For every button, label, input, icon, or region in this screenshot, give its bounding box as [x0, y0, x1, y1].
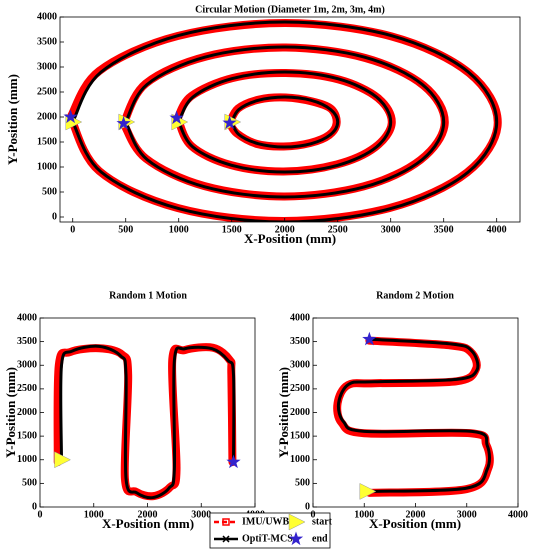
end-marker: [169, 110, 184, 125]
y-axis-label: Y-Position (mm): [3, 367, 18, 458]
end-marker: [222, 115, 237, 130]
y-tick-label: 4000: [290, 312, 310, 323]
start-marker: [54, 451, 72, 469]
x-tick-label: 2000: [138, 509, 158, 520]
y-tick-label: 0: [52, 211, 57, 222]
x-tick-label: 0: [311, 509, 316, 520]
y-tick-label: 500: [22, 478, 37, 489]
x-tick-label: 3000: [381, 224, 401, 235]
x-axis-label: X-Position (mm): [102, 516, 194, 531]
start-marker: [359, 483, 377, 500]
x-tick-label: 3500: [434, 224, 454, 235]
x-tick-label: 2500: [328, 224, 348, 235]
y-tick-label: 2500: [37, 86, 57, 97]
y-axis-label: Y-Position (mm): [276, 367, 291, 458]
end-marker: [226, 454, 241, 469]
x-tick-label: 1000: [169, 224, 189, 235]
y-tick-label: 3500: [37, 36, 57, 47]
y-tick-label: 2000: [37, 111, 57, 122]
x-tick-label: 500: [118, 224, 133, 235]
y-tick-label: 1500: [37, 136, 57, 147]
chart-title: Circular Motion (Diameter 1m, 2m, 3m, 4m…: [195, 4, 385, 15]
y-tick-label: 2500: [290, 383, 310, 394]
x-tick-label: 1000: [84, 509, 104, 520]
y-tick-label: 2500: [17, 383, 37, 394]
x-tick-label: 0: [38, 509, 43, 520]
end-marker: [63, 109, 78, 124]
y-tick-label: 500: [295, 478, 310, 489]
legend-marker: [222, 518, 230, 526]
plot-frame: [39, 317, 256, 508]
trajectory-line: [59, 344, 236, 500]
y-tick-label: 1500: [290, 430, 310, 441]
y-tick-label: 3500: [17, 336, 37, 347]
x-tick-label: 4000: [508, 509, 528, 520]
x-tick-label: 2000: [275, 224, 295, 235]
plot-area: [66, 18, 502, 222]
legend-symbol: [288, 513, 306, 531]
trajectory-line: [53, 343, 237, 501]
x-axis-label: X-Position (mm): [244, 231, 336, 246]
chart-title: Random 1 Motion: [109, 290, 187, 301]
x-axis-label: X-Position (mm): [369, 516, 461, 531]
legend-label: end: [312, 533, 328, 544]
y-tick-label: 4000: [37, 11, 57, 22]
y-tick-label: 4000: [17, 312, 37, 323]
legend-label: IMU/UWB: [242, 516, 290, 527]
plot-area: [53, 343, 237, 501]
y-tick-label: 0: [32, 501, 37, 512]
y-tick-label: 3000: [290, 360, 310, 371]
legend-label: start: [312, 516, 333, 527]
y-tick-label: 1000: [290, 454, 310, 465]
y-tick-label: 500: [42, 186, 57, 197]
y-tick-label: 2000: [17, 407, 37, 418]
end-marker: [116, 116, 131, 130]
y-tick-label: 0: [305, 501, 310, 512]
x-tick-label: 1000: [354, 509, 374, 520]
chart-title: Random 2 Motion: [376, 290, 454, 301]
legend-box: [209, 512, 331, 549]
y-tick-label: 3000: [17, 360, 37, 371]
x-tick-label: 4000: [487, 224, 507, 235]
trajectory-line: [333, 336, 494, 497]
y-tick-label: 2000: [290, 407, 310, 418]
y-axis-label: Y-Position (mm): [5, 74, 20, 165]
y-tick-label: 3000: [37, 61, 57, 72]
y-tick-label: 1000: [17, 454, 37, 465]
x-tick-label: 2000: [406, 509, 426, 520]
plot-area: [333, 336, 494, 497]
trajectory-line: [336, 337, 491, 493]
x-tick-label: 1500: [222, 224, 242, 235]
legend-symbol: [288, 531, 304, 546]
y-tick-label: 3500: [290, 336, 310, 347]
x-tick-label: 3000: [457, 509, 477, 520]
legend-label: OptiT-MCS: [242, 533, 293, 544]
trajectory-line: [71, 20, 499, 222]
end-marker: [362, 331, 377, 346]
x-tick-label: 3000: [191, 509, 211, 520]
plot-frame: [59, 16, 521, 223]
legend-marker: [222, 535, 230, 543]
y-tick-label: 1500: [17, 430, 37, 441]
y-tick-label: 1000: [37, 161, 57, 172]
x-tick-label: 0: [70, 224, 75, 235]
